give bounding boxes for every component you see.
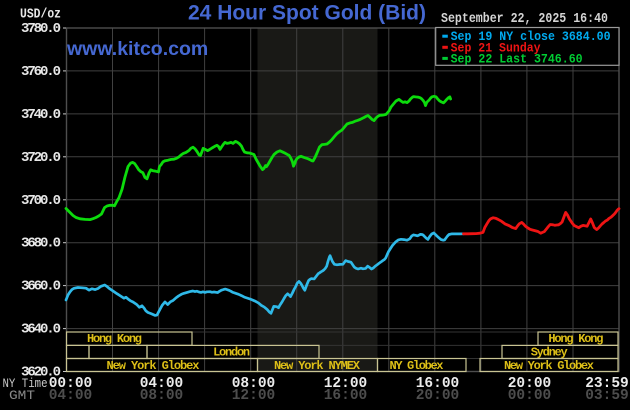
- svg-text:3680.0: 3680.0: [21, 236, 61, 252]
- svg-text:24 Hour Spot Gold (Bid): 24 Hour Spot Gold (Bid): [188, 2, 426, 25]
- svg-text:20:00: 20:00: [508, 376, 552, 392]
- svg-text:September 22, 2025 16:40: September 22, 2025 16:40: [441, 12, 608, 27]
- svg-text:12:00: 12:00: [232, 388, 276, 404]
- svg-text:Hong Kong: Hong Kong: [548, 332, 603, 346]
- svg-text:Sydney: Sydney: [531, 345, 568, 359]
- svg-text:Sep 19 NY close 3684.00: Sep 19 NY close 3684.00: [451, 29, 611, 44]
- svg-text:USD/oz: USD/oz: [20, 8, 61, 23]
- svg-text:New York Globex: New York Globex: [504, 359, 594, 373]
- svg-text:00:00: 00:00: [49, 376, 93, 392]
- svg-text:04:00: 04:00: [49, 388, 93, 404]
- svg-text:NY Globex: NY Globex: [390, 359, 444, 373]
- svg-text:08:00: 08:00: [140, 388, 184, 404]
- svg-text:23:59: 23:59: [585, 376, 629, 392]
- svg-text:3700.0: 3700.0: [21, 193, 61, 209]
- svg-text:3660.0: 3660.0: [21, 279, 61, 295]
- svg-text:16:00: 16:00: [324, 388, 368, 404]
- svg-text:16:00: 16:00: [416, 376, 460, 392]
- svg-text:3640.0: 3640.0: [21, 322, 61, 338]
- svg-text:20:00: 20:00: [416, 388, 460, 404]
- svg-text:New York NYMEX: New York NYMEX: [274, 359, 361, 373]
- svg-text:04:00: 04:00: [140, 376, 184, 392]
- svg-text:3740.0: 3740.0: [21, 107, 61, 123]
- svg-text:3620.0: 3620.0: [21, 365, 61, 381]
- svg-text:3780.0: 3780.0: [21, 21, 61, 37]
- svg-text:New York Globex: New York Globex: [107, 359, 200, 373]
- svg-text:GMT: GMT: [9, 388, 35, 403]
- svg-text:Sep 22 Last 3746.60: Sep 22 Last 3746.60: [451, 51, 583, 66]
- svg-text:08:00: 08:00: [232, 376, 276, 392]
- svg-text:www.kitco.com: www.kitco.com: [66, 38, 208, 60]
- svg-text:12:00: 12:00: [324, 376, 368, 392]
- svg-text:3720.0: 3720.0: [21, 150, 61, 166]
- svg-text:00:00: 00:00: [508, 388, 552, 404]
- svg-text:03:59: 03:59: [585, 388, 629, 404]
- svg-text:3760.0: 3760.0: [21, 64, 61, 80]
- svg-text:Sep 21 Sunday: Sep 21 Sunday: [451, 40, 541, 55]
- svg-text:London: London: [213, 345, 250, 359]
- svg-text:Hong Kong: Hong Kong: [87, 332, 142, 346]
- svg-text:NY Time: NY Time: [3, 376, 48, 391]
